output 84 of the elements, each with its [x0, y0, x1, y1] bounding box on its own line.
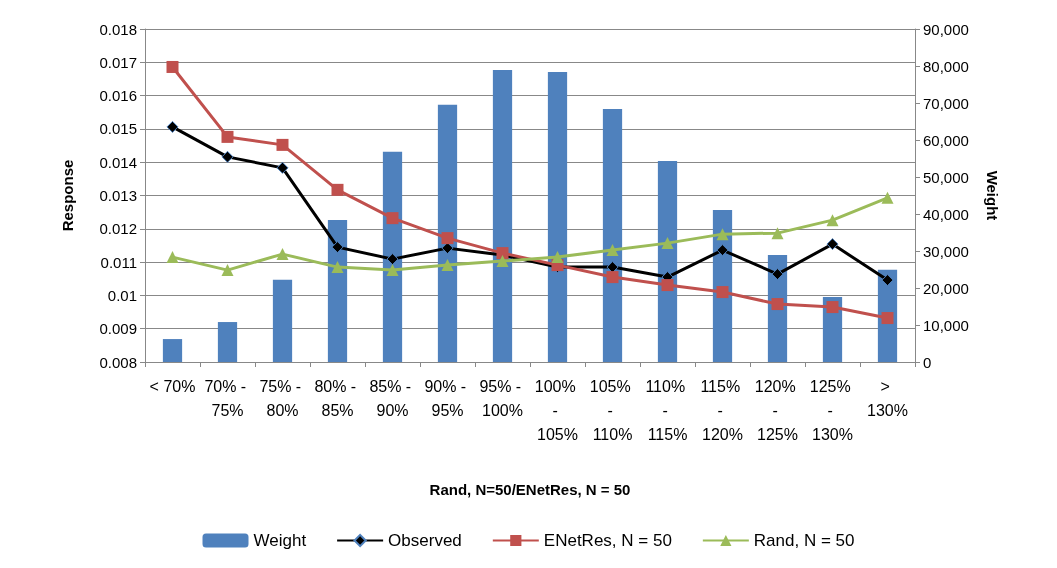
- point: [606, 271, 619, 284]
- y2-tick-label: 20,000: [923, 279, 969, 297]
- y2-tick-label: 30,000: [923, 242, 969, 260]
- y-tick-label: 0.018: [99, 20, 137, 38]
- y2-tick-label: 10,000: [923, 316, 969, 334]
- point: [441, 259, 454, 272]
- y-tick-label: 0.009: [99, 320, 137, 338]
- bar: [272, 279, 293, 362]
- y-tick-label: 0.011: [100, 253, 137, 271]
- bar: [602, 108, 623, 362]
- point: [276, 248, 289, 261]
- point: [331, 261, 344, 274]
- point: [331, 183, 344, 196]
- point: [771, 227, 784, 240]
- point: [826, 301, 839, 314]
- bar: [162, 339, 183, 362]
- y-axis-title: Response: [59, 159, 76, 232]
- x-tick-label: 115% - 120%: [700, 377, 745, 443]
- point: [276, 138, 289, 151]
- x-tick-label: 70% - 75%: [204, 377, 251, 419]
- y2-tick-label: 90,000: [923, 20, 969, 38]
- point: [826, 238, 839, 251]
- point: [166, 120, 179, 133]
- point: [496, 255, 509, 268]
- point: [716, 286, 729, 299]
- point: [881, 191, 894, 204]
- legend-label: Weight: [253, 531, 307, 550]
- x-tick-label: 90% - 95%: [424, 377, 471, 419]
- y-tick-label: 0.01: [107, 286, 137, 304]
- x-tick-label: 75% - 80%: [259, 377, 306, 419]
- bar: [327, 219, 348, 362]
- y-tick-label: 0.015: [99, 120, 137, 138]
- x-axis-title: Rand, N=50/ENetRes, N = 50: [429, 481, 631, 498]
- point: [606, 244, 619, 257]
- legend-label: Observed: [388, 531, 462, 550]
- point: [716, 244, 729, 257]
- y-tick-label: 0.013: [99, 187, 137, 204]
- point: [441, 232, 454, 245]
- y2-tick-label: 40,000: [923, 205, 969, 223]
- legend-label: Rand, N = 50: [753, 531, 855, 550]
- x-tick-label: 95% - 100%: [479, 377, 526, 419]
- bar: [547, 71, 568, 362]
- point: [221, 130, 234, 143]
- point: [716, 228, 729, 241]
- x-tick-label: 85% - 90%: [369, 377, 416, 419]
- point: [166, 60, 179, 73]
- bar: [437, 104, 458, 362]
- x-tick-label: 80% - 85%: [314, 377, 361, 419]
- y2-tick-label: 50,000: [923, 168, 969, 186]
- point: [221, 264, 234, 277]
- point: [881, 312, 894, 325]
- y2-tick-label: 0: [923, 353, 932, 371]
- point: [661, 279, 674, 292]
- y2-axis-title: Weight: [984, 170, 1001, 221]
- x-tick-label: 105% - 110%: [589, 377, 636, 443]
- x-tick-label: > 130%: [867, 377, 908, 419]
- legend-label: ENetRes, N = 50: [543, 531, 672, 550]
- bar: [217, 322, 238, 362]
- point: [826, 214, 839, 227]
- y2-tick-label: 80,000: [923, 57, 969, 75]
- x-tick-label: < 70%: [149, 377, 196, 395]
- point: [551, 251, 564, 264]
- y-tick-label: 0.012: [99, 220, 137, 238]
- y-tick-label: 0.017: [99, 53, 137, 71]
- point: [881, 274, 894, 287]
- point: [661, 237, 674, 250]
- point: [276, 161, 289, 174]
- point: [771, 268, 784, 281]
- y2-tick-label: 60,000: [923, 131, 969, 149]
- x-tick-label: 120% - 125%: [754, 377, 801, 443]
- point: [386, 212, 399, 225]
- y-tick-label: 0.008: [99, 353, 137, 371]
- point: [386, 264, 399, 277]
- point: [771, 298, 784, 311]
- y2-tick-label: 70,000: [923, 94, 969, 112]
- y-tick-label: 0.016: [99, 87, 137, 105]
- point: [166, 251, 179, 264]
- point: [221, 150, 234, 163]
- x-tick-label: 100% - 105%: [534, 377, 581, 443]
- x-tick-label: 125% - 130%: [809, 377, 856, 443]
- x-tick-label: 110% - 115%: [645, 377, 690, 443]
- bar: [492, 70, 513, 362]
- point: [331, 241, 344, 254]
- y-tick-label: 0.014: [99, 153, 137, 171]
